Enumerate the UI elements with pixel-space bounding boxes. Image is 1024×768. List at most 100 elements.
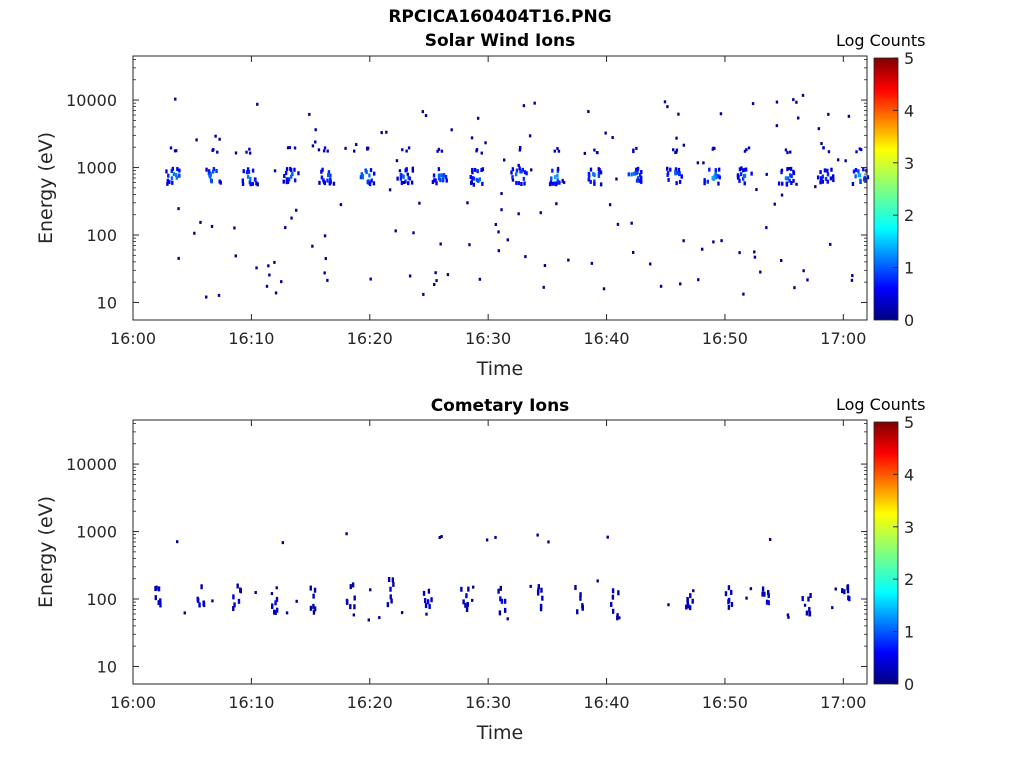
colorbar-tick-label: 2 [904,570,914,589]
data-cell [743,181,746,186]
data-cell [822,146,825,150]
data-cell [270,592,274,596]
data-cell [555,202,558,206]
data-cell [313,587,317,593]
data-cell [256,182,259,187]
data-cell [788,178,791,183]
data-cell [720,239,723,243]
x-tick-label: 16:00 [110,329,156,348]
data-cell [590,261,594,265]
data-cell [789,150,792,154]
data-cell [506,238,509,242]
data-cell [274,291,278,295]
data-cell [666,166,669,171]
data-cell [587,176,591,181]
data-cell [405,167,408,172]
data-cell [843,589,846,595]
data-cell [749,587,753,591]
data-cell [367,618,370,622]
data-cell [197,598,200,604]
data-cell [675,136,678,140]
data-cell [691,598,694,604]
x-tick-label: 16:50 [702,329,748,348]
data-cell [193,231,196,235]
data-cell [476,116,480,120]
data-cell [237,598,241,604]
data-cell [326,173,330,178]
data-cell [666,172,669,177]
y-tick-label: 10000 [66,455,117,474]
data-cell [632,150,635,154]
data-cell [432,173,436,178]
data-cell [178,168,181,173]
data-cell [857,173,861,178]
data-cell [667,603,670,607]
data-cell [318,180,321,185]
data-cell [401,173,404,178]
data-cell [328,181,331,186]
data-cell [666,105,669,109]
data-cell [718,175,721,180]
data-cell [286,179,290,184]
data-cell [530,168,533,172]
data-cell [675,148,679,152]
data-cell [349,584,352,590]
data-cell [407,175,410,180]
panel1-xlabel: Time [476,358,524,380]
data-cell [786,613,790,617]
data-cell [616,613,619,619]
data-cell [858,147,862,151]
data-cell [712,240,715,244]
data-cell [171,166,175,171]
data-cell [702,161,705,165]
data-cell [553,175,557,180]
data-cell [596,151,599,155]
x-tick-label: 16:40 [583,693,629,712]
data-cell [765,172,768,176]
data-cell [768,537,772,541]
data-cell [289,174,293,179]
data-cell [210,224,214,228]
data-cell [786,167,789,172]
data-cell [579,592,582,598]
data-cell [157,600,160,606]
data-cell [517,212,520,216]
data-cell [829,242,832,246]
data-cell [743,167,747,172]
panel1-colorbar-label: Log Counts [836,31,926,50]
data-cell [638,172,642,177]
data-cell [248,180,252,185]
data-cell [763,591,766,597]
data-cell [793,286,796,290]
data-cell [677,167,681,172]
data-cell [780,168,784,172]
data-cell [353,604,356,610]
data-cell [326,178,329,183]
x-tick-label: 16:30 [465,693,511,712]
data-cell [344,146,347,150]
data-cell [576,609,579,615]
data-cell [719,112,723,116]
data-cell [481,181,484,186]
data-cell [312,609,316,615]
data-cell [745,596,748,600]
data-cell [579,595,582,601]
data-cell [583,151,587,155]
data-cell [339,203,343,207]
data-cell [470,136,474,140]
data-cell [412,231,415,235]
data-cell [314,140,317,144]
data-cell [389,594,392,600]
data-cell [515,180,518,185]
data-cell [157,586,161,592]
data-cell [547,540,550,544]
data-cell [851,181,855,186]
data-cell [781,181,784,186]
data-cell [848,596,851,602]
data-cell [198,602,201,608]
data-cell [824,176,828,181]
data-cell [854,174,857,179]
data-cell [678,172,681,177]
data-cell [402,181,406,185]
data-cell [466,201,469,205]
